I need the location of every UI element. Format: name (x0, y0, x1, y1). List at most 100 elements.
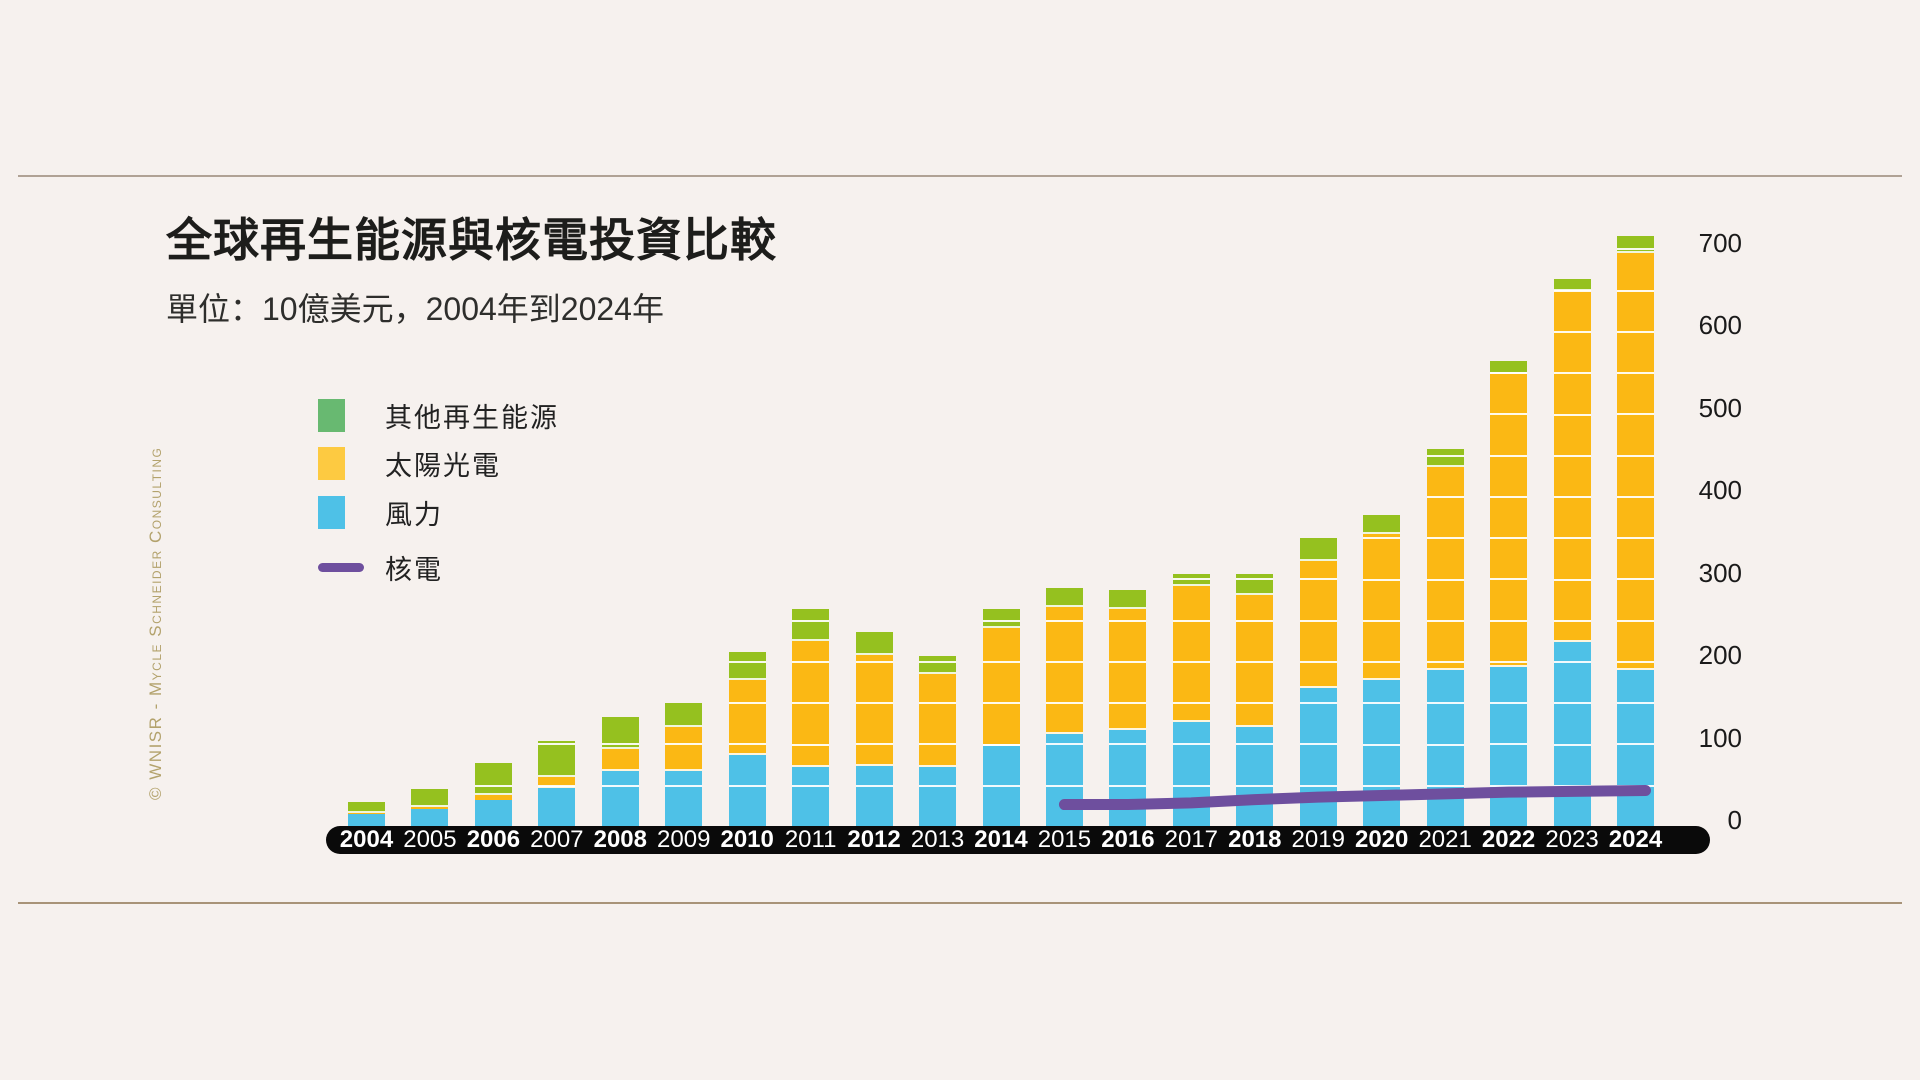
gridline-on-bar (1236, 619, 1274, 622)
gridline-on-bar (1236, 702, 1274, 705)
bar-segment-太陽光電-2019 (1299, 560, 1337, 688)
segment-separator (982, 626, 1020, 629)
bar-segment-太陽光電-2008 (601, 748, 639, 772)
bar-group-2011 (792, 607, 830, 828)
bar-segment-太陽光電-2020 (1363, 534, 1401, 680)
bar-segment-太陽光電-2010 (728, 680, 766, 756)
gridline-on-bar (1617, 702, 1654, 705)
gridline-on-bar (1172, 660, 1210, 663)
bar-segment-風力-2018 (1236, 726, 1274, 828)
x-axis-label-2017: 2017 (1164, 826, 1219, 853)
gridline-on-bar (1617, 619, 1654, 622)
legend-label: 風力 (385, 500, 443, 530)
x-axis-label-2006: 2006 (466, 826, 521, 853)
x-axis-label-2007: 2007 (530, 826, 584, 853)
gridline-on-bar (1553, 537, 1591, 540)
legend-item-3: 風力 (318, 493, 443, 532)
bar-segment-太陽光電-2004 (348, 813, 385, 814)
gridline-on-bar (1236, 784, 1274, 787)
bar-segment-其他再生能源-2009 (665, 703, 703, 728)
x-axis-label-2013: 2013 (910, 826, 965, 853)
gridline-on-bar (1553, 454, 1591, 457)
bar-segment-太陽光電-2014 (982, 628, 1020, 746)
bar-segment-其他再生能源-2016 (1109, 589, 1147, 610)
bar-segment-風力-2019 (1299, 687, 1337, 828)
bar-group-2017 (1172, 572, 1210, 828)
bar-group-2020 (1363, 513, 1401, 828)
gridline-on-bar (982, 661, 1020, 663)
gridline-on-bar (474, 784, 512, 787)
gridline-on-bar (792, 661, 830, 663)
gridline-on-bar (982, 743, 1020, 746)
gridline-on-bar (1426, 619, 1464, 622)
gridline-on-bar (1617, 413, 1654, 416)
segment-separator (792, 764, 830, 767)
segment-separator (855, 652, 893, 655)
gridline-on-bar (1490, 537, 1528, 540)
gridline-on-bar (665, 743, 703, 746)
gridline-on-bar (1426, 784, 1464, 787)
segment-separator (474, 792, 512, 795)
gridline-on-bar (1299, 660, 1337, 663)
segment-separator (1553, 640, 1591, 643)
segment-separator (1236, 592, 1274, 595)
gridline-on-bar (982, 619, 1020, 622)
bar-segment-其他再生能源-2006 (474, 762, 512, 795)
bar-segment-風力-2008 (601, 771, 639, 828)
segment-separator (1299, 685, 1337, 688)
gridline-on-bar (855, 743, 893, 746)
gridline-on-bar (1490, 578, 1528, 581)
gridline-on-bar (1236, 660, 1274, 663)
gridline-on-bar (1490, 413, 1528, 416)
gridline-on-bar (1553, 289, 1591, 292)
x-axis-label-2008: 2008 (593, 826, 647, 853)
bar-segment-風力-2011 (792, 766, 830, 828)
bar-group-2013 (919, 654, 957, 828)
gridline-on-bar (919, 784, 957, 787)
gridline-on-bar (1172, 743, 1210, 746)
gridline-on-bar (1426, 702, 1464, 705)
gridline-on-bar (1109, 619, 1147, 622)
bar-group-2004 (348, 800, 385, 828)
legend-swatch-square (318, 399, 345, 432)
y-axis-label-100: 100 (1698, 722, 1742, 753)
bar-segment-風力-2021 (1426, 669, 1464, 828)
bar-segment-其他再生能源-2012 (855, 631, 893, 655)
bar-group-2015 (1045, 586, 1083, 828)
bar-group-2006 (474, 761, 512, 828)
segment-separator (728, 678, 766, 681)
gridline-on-bar (1426, 496, 1464, 498)
bar-segment-其他再生能源-2014 (982, 609, 1020, 629)
gridline-on-bar (1426, 743, 1464, 746)
gridline-on-bar (1617, 454, 1654, 457)
gridline-on-bar (919, 702, 957, 705)
gridline-on-bar (1553, 496, 1591, 498)
bar-group-2014 (982, 607, 1020, 828)
bar-segment-其他再生能源-2021 (1426, 448, 1464, 468)
gridline-on-bar (1045, 660, 1083, 663)
gridline-on-bar (1109, 784, 1147, 787)
gridline-on-bar (1617, 289, 1654, 292)
gridline-on-bar (982, 784, 1020, 787)
y-axis-label-200: 200 (1698, 640, 1742, 670)
segment-separator (348, 811, 385, 814)
bar-segment-其他再生能源-2018 (1236, 573, 1274, 595)
gridline-on-bar (1617, 743, 1654, 746)
legend-swatch-square (318, 496, 345, 529)
x-axis-label-2009: 2009 (657, 826, 711, 853)
gridline-on-bar (1553, 619, 1591, 622)
segment-separator (601, 746, 639, 749)
bar-segment-其他再生能源-2007 (538, 740, 576, 777)
gridline-on-bar (1426, 537, 1464, 540)
gridline-on-bar (1172, 619, 1210, 622)
x-axis-label-2014: 2014 (974, 826, 1028, 853)
segment-separator (538, 774, 576, 777)
gridline-on-bar (1299, 578, 1337, 581)
bar-segment-太陽光電-2016 (1109, 609, 1147, 730)
y-axis-label-400: 400 (1698, 475, 1742, 505)
gridline-on-bar (792, 619, 830, 622)
bar-group-2007 (538, 739, 576, 828)
bar-group-2005 (411, 787, 449, 828)
